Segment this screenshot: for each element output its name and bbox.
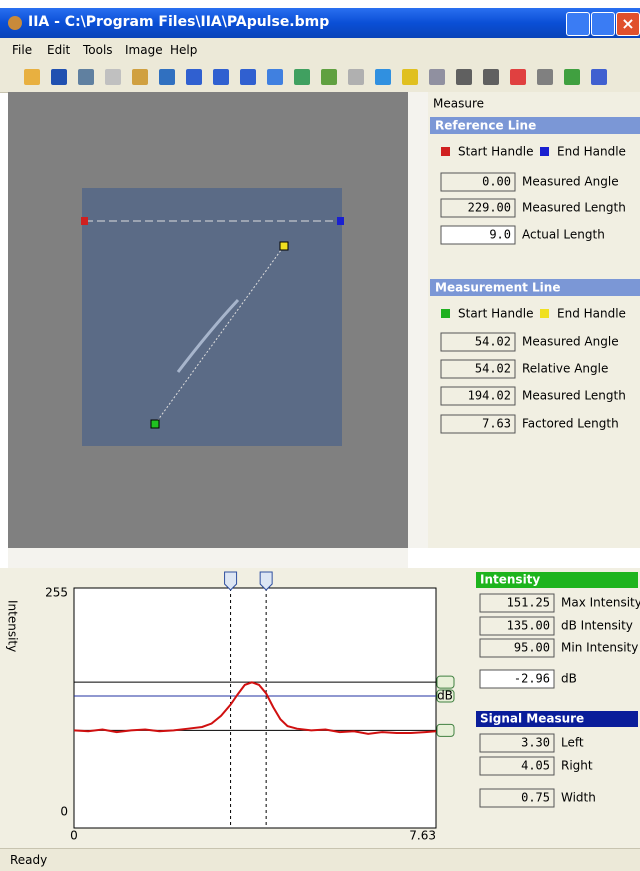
field-value: -2.96: [514, 672, 550, 686]
x-tick-label: 7.63: [409, 829, 436, 843]
level-handle: [437, 724, 454, 736]
field-label: Measured Angle: [522, 175, 619, 189]
start-handle-swatch: [441, 309, 450, 318]
field-value: 229.00: [468, 201, 511, 215]
field-value: 4.05: [521, 759, 550, 773]
field-label: Relative Angle: [522, 362, 608, 376]
field-label: Measured Length: [522, 201, 626, 215]
end-handle-label: End Handle: [557, 307, 626, 321]
vertical-scrollbar: [408, 92, 428, 548]
field-label: Right: [561, 759, 593, 773]
app-window: IIA - C:\Program Files\IIA\PApulse.bmp ×…: [0, 0, 640, 871]
panel-title: Measure: [433, 97, 484, 111]
field-label: Measured Length: [522, 389, 626, 403]
reference-start-handle: [81, 217, 88, 225]
y-axis-label: Intensity: [6, 600, 20, 652]
measurement-end-handle: [280, 242, 288, 250]
field-value: 3.30: [521, 736, 550, 750]
start-handle-label: Start Handle: [458, 145, 533, 159]
field-value: 135.00: [507, 619, 550, 633]
y-tick-label: 0: [60, 805, 68, 819]
field-label: dB: [561, 672, 577, 686]
y-tick-label: 255: [45, 586, 68, 600]
workspace: Measure Reference Line Start Handle End Han…: [0, 0, 640, 871]
field-value: 0.75: [521, 791, 550, 805]
field-label: dB Intensity: [561, 619, 633, 633]
level-handle-label: dB: [437, 689, 453, 703]
section-header-text: Signal Measure: [480, 712, 584, 726]
field-label: Max Intensity: [561, 596, 640, 610]
section-header-text: Intensity: [480, 573, 540, 587]
measurement-start-handle: [151, 420, 159, 428]
field-value: 0.00: [482, 175, 511, 189]
field-value: 9.0: [489, 228, 511, 242]
start-handle-label: Start Handle: [458, 307, 533, 321]
horizontal-scrollbar: [8, 548, 408, 568]
field-value: 54.02: [475, 335, 511, 349]
start-handle-swatch: [441, 147, 450, 156]
field-label: Factored Length: [522, 417, 619, 431]
field-label: Width: [561, 791, 596, 805]
section-header-text: Measurement Line: [435, 281, 560, 295]
plot-area: [74, 588, 436, 828]
end-handle-swatch: [540, 147, 549, 156]
field-value: 194.02: [468, 389, 511, 403]
section-header-text: Reference Line: [435, 119, 536, 133]
image: [82, 188, 342, 446]
end-handle-swatch: [540, 309, 549, 318]
level-handle: [437, 676, 454, 688]
field-value: 7.63: [482, 417, 511, 431]
field-label: Min Intensity: [561, 641, 638, 655]
field-label: Left: [561, 736, 584, 750]
end-handle-label: End Handle: [557, 145, 626, 159]
field-label: Actual Length: [522, 228, 605, 242]
field-value: 151.25: [507, 596, 550, 610]
status-bar: Ready: [0, 848, 640, 871]
reference-end-handle: [337, 217, 344, 225]
field-value: 95.00: [514, 641, 550, 655]
field-value: 54.02: [475, 362, 511, 376]
x-tick-label: 0: [70, 829, 78, 843]
field-label: Measured Angle: [522, 335, 619, 349]
